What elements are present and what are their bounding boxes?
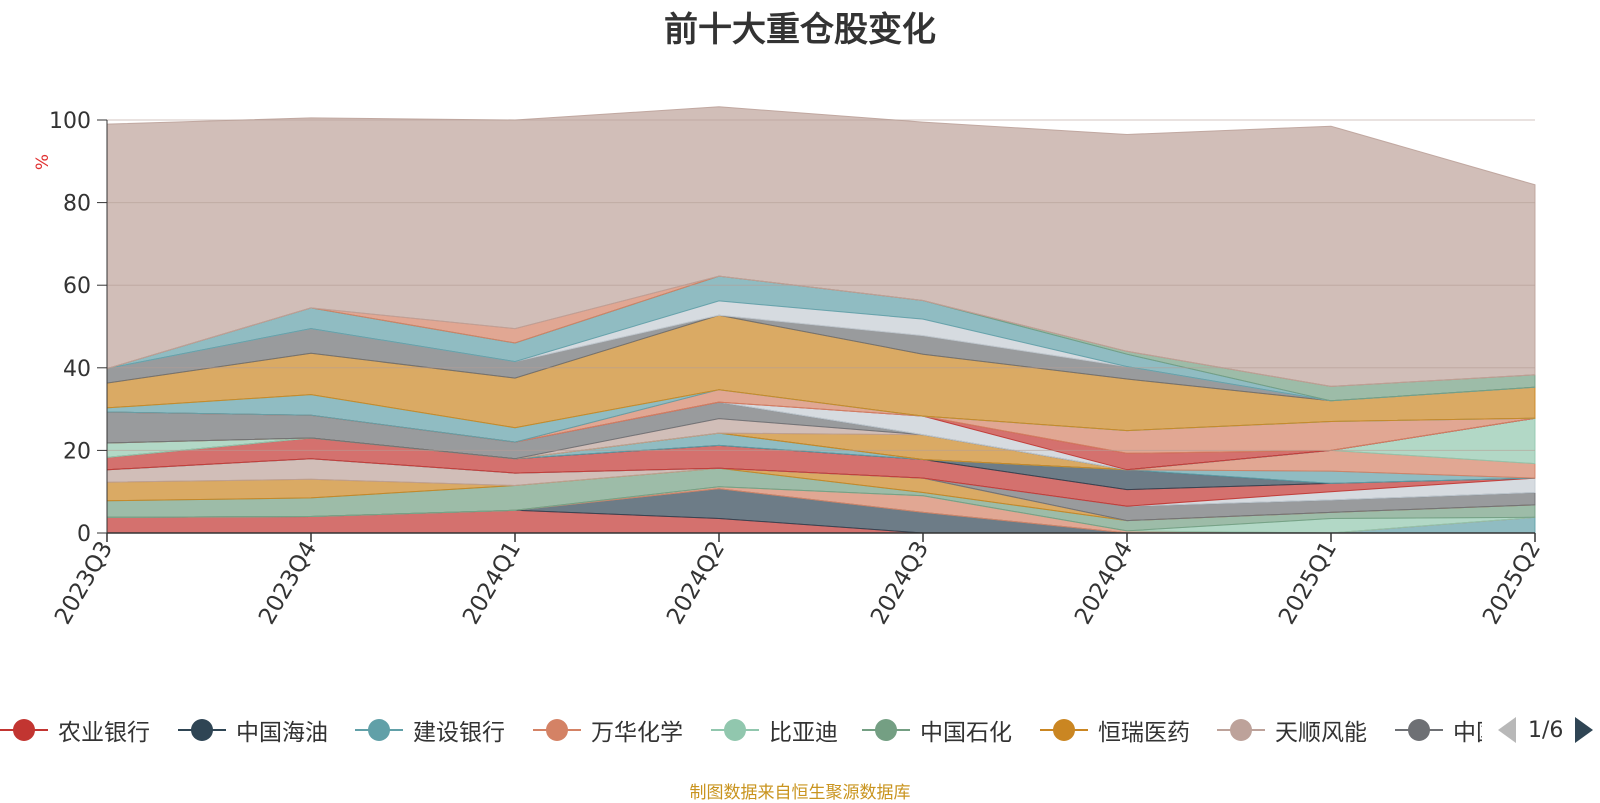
area-series-layer <box>106 106 1536 534</box>
legend-item[interactable]: 恒瑞医药 <box>1040 712 1190 748</box>
x-tick-label-4: 2024Q3 <box>866 537 934 629</box>
y-tick-label-3: 60 <box>63 274 91 299</box>
footnote: 制图数据来自恒生聚源数据库 <box>689 783 911 803</box>
legend-label: 农业银行 <box>58 720 150 746</box>
chart-plot: 0 20 40 60 80 100% 2023Q3 2023Q4 2024Q1 2024Q2 202… <box>33 106 1546 629</box>
x-tick-label-2: 2024Q1 <box>458 537 526 629</box>
y-tick-label-0: 0 <box>77 522 91 547</box>
legend-label: 恒瑞医药 <box>1098 720 1190 746</box>
legend-items: 农业银行 中国海油 建设银行 万华化学 比亚迪 中国石化 恒瑞医药 天顺风能 中国神华 <box>0 712 1482 748</box>
legend-item[interactable]: 农业银行 <box>0 712 150 748</box>
legend-label: 中国神华 <box>1453 720 1482 746</box>
legend-item[interactable]: 中国神华 <box>1395 712 1482 748</box>
legend-item[interactable]: 中国石化 <box>862 712 1012 748</box>
x-tick-label-7: 2025Q2 <box>1478 537 1546 629</box>
area-series-32 <box>106 106 1536 387</box>
y-tick-label-2: 40 <box>63 357 91 382</box>
legend-item[interactable]: 天顺风能 <box>1217 712 1367 748</box>
y-tick-label-5: 100 <box>49 109 91 134</box>
legend-label: 中国海油 <box>236 720 328 746</box>
legend: 农业银行 中国海油 建设银行 万华化学 比亚迪 中国石化 恒瑞医药 天顺风能 中国神华 <box>0 712 1600 748</box>
legend-label: 比亚迪 <box>769 720 838 746</box>
legend-page-indicator: 1/6 <box>1528 717 1564 743</box>
legend-marker-icon <box>355 718 403 742</box>
x-tick-label-5: 2024Q4 <box>1070 537 1138 629</box>
legend-item[interactable]: 比亚迪 <box>711 712 838 748</box>
legend-label: 天顺风能 <box>1275 720 1367 746</box>
x-tick-label-1: 2023Q4 <box>254 537 322 629</box>
legend-marker-icon <box>178 718 226 742</box>
x-tick-label-0: 2023Q3 <box>50 537 118 629</box>
legend-prev-page-icon[interactable] <box>1498 717 1516 743</box>
y-axis-unit-label: % <box>33 154 53 170</box>
x-tick-label-6: 2025Q1 <box>1274 537 1342 629</box>
legend-label: 建设银行 <box>413 720 505 746</box>
legend-item[interactable]: 中国海油 <box>178 712 328 748</box>
legend-marker-icon <box>533 718 581 742</box>
chart-title: 前十大重仓股变化 <box>664 10 936 50</box>
legend-item[interactable]: 万华化学 <box>533 712 683 748</box>
legend-next-page-icon[interactable] <box>1575 717 1594 743</box>
legend-marker-icon <box>862 718 910 742</box>
x-tick-label-3: 2024Q2 <box>662 537 730 629</box>
legend-marker-icon <box>1217 718 1265 742</box>
legend-pager: 1/6 <box>1498 712 1594 748</box>
legend-label: 中国石化 <box>920 720 1012 746</box>
legend-marker-icon <box>1395 718 1443 742</box>
legend-label: 万华化学 <box>591 720 683 746</box>
legend-marker-icon <box>1040 718 1088 742</box>
legend-marker-icon <box>0 718 48 742</box>
grid-layer <box>107 119 1535 451</box>
y-tick-label-1: 20 <box>63 439 91 464</box>
y-tick-label-4: 80 <box>63 192 91 217</box>
legend-marker-icon <box>711 718 759 742</box>
legend-item[interactable]: 建设银行 <box>355 712 505 748</box>
